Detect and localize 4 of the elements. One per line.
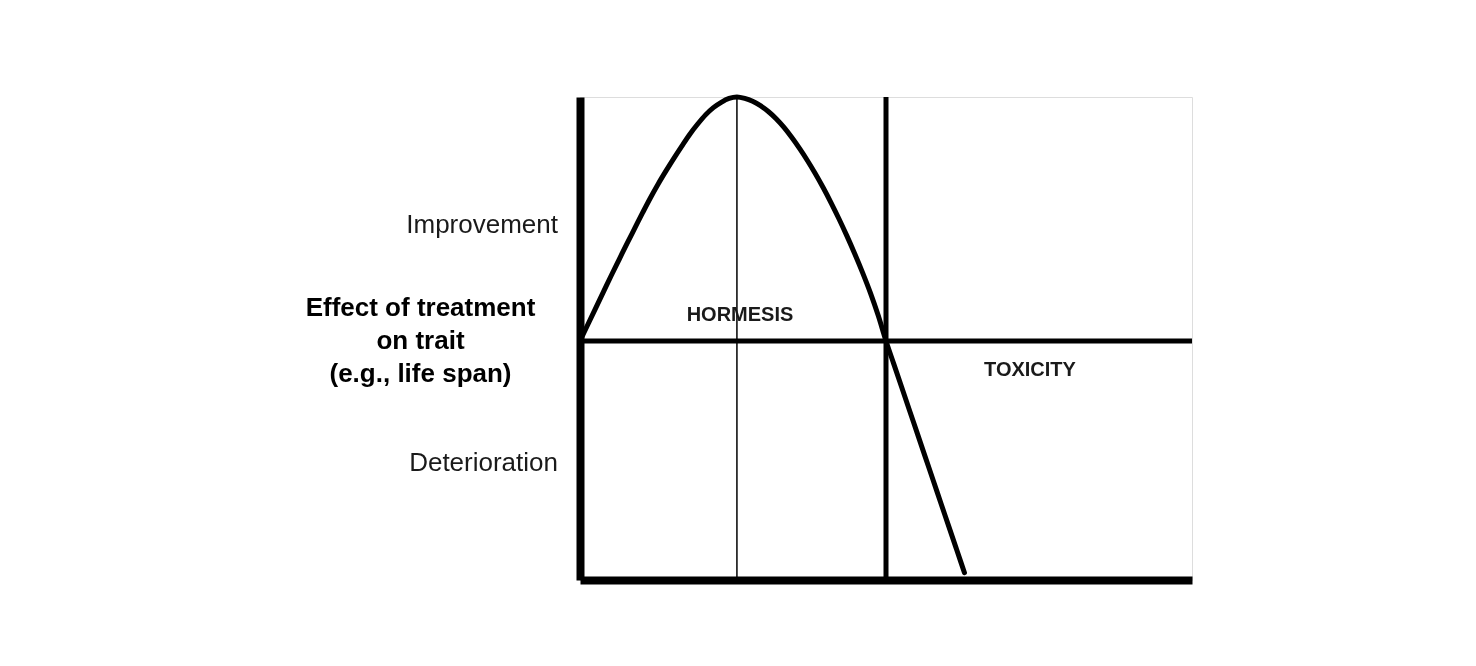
text: Deterioration <box>409 447 558 477</box>
text: Improvement <box>406 209 559 239</box>
y-axis-title: Effect of treatment on trait (e.g., life span) <box>305 291 536 388</box>
annotation: TOXICITY <box>984 358 1077 380</box>
